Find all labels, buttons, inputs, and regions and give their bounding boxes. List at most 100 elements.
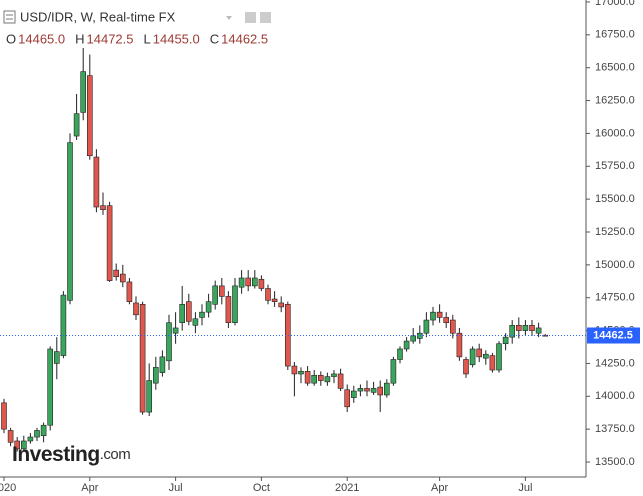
candle-body — [139, 303, 146, 413]
candle-body — [331, 373, 337, 377]
ohlc-label: H — [75, 31, 84, 46]
candle-body — [60, 294, 67, 356]
candle-body — [304, 371, 311, 384]
menu-icon[interactable] — [3, 10, 16, 24]
candle-body — [370, 388, 377, 393]
candle-body — [126, 281, 133, 302]
symbol-title: USD/IDR, W, Real-time FX — [20, 9, 176, 24]
candle-body — [423, 319, 430, 334]
candle-body — [80, 71, 86, 113]
x-tick-label: Jul — [518, 482, 532, 494]
candle-body — [258, 279, 265, 289]
candle-body — [350, 390, 357, 398]
candle-body — [278, 302, 285, 308]
candle-body — [515, 325, 522, 331]
candle-body — [40, 424, 47, 437]
candle-body — [120, 273, 126, 283]
candle-body — [7, 430, 14, 443]
y-tick-label: 13500.0 — [595, 456, 635, 468]
candle-body — [238, 277, 245, 288]
x-tick-label: 2020 — [0, 482, 16, 494]
dropdown-arrow[interactable] — [226, 16, 232, 20]
candle-body — [509, 325, 516, 338]
candle-body — [298, 371, 304, 375]
candle-body — [73, 113, 80, 137]
candle-body — [489, 355, 496, 371]
candle-body — [463, 359, 469, 375]
y-tick-label: 15000.0 — [595, 259, 635, 271]
candle-body — [146, 380, 152, 413]
candle-body — [225, 296, 232, 323]
candle-body — [311, 374, 318, 384]
candle-body — [529, 325, 535, 331]
candle-body — [14, 440, 20, 450]
ohlc-row: O 14465.0 H 14472.5 L 14455.0 C 14462.5 — [6, 31, 268, 46]
y-tick-label: 16000.0 — [595, 127, 635, 139]
ohlc-label: O — [6, 31, 16, 46]
watermark-brand: Investing — [12, 443, 100, 466]
watermark: Investing.com — [12, 443, 130, 466]
y-tick-label: 14000.0 — [595, 390, 635, 402]
candle-body — [47, 348, 54, 426]
candle-body — [159, 356, 166, 373]
candle-body — [179, 303, 185, 323]
candle-body — [482, 353, 489, 359]
x-tick-label: Apr — [431, 482, 448, 494]
candle-body — [34, 430, 40, 438]
plot-area — [1, 47, 549, 452]
candle-body — [430, 311, 436, 321]
ohlc-label: C — [210, 31, 219, 46]
candle-body — [522, 325, 529, 331]
candle-body — [377, 386, 384, 396]
y-tick-label: 14750.0 — [595, 292, 635, 304]
candle-body — [502, 336, 509, 345]
ohlc-value: 14465.0 — [18, 31, 65, 46]
last-price-box — [587, 327, 640, 344]
y-tick-label: 14250.0 — [595, 357, 635, 369]
candle-body — [291, 365, 298, 375]
y-tick-label: 15750.0 — [595, 160, 635, 172]
candle-body — [232, 285, 238, 323]
candle-body — [153, 367, 159, 384]
candle-body — [357, 388, 364, 392]
y-tick-label: 15500.0 — [595, 193, 635, 205]
candle-body — [542, 334, 549, 337]
candle-body — [199, 311, 205, 318]
candle-body — [403, 340, 410, 350]
y-tick-label: 13750.0 — [595, 423, 635, 435]
settings-icon[interactable] — [245, 12, 256, 23]
gear-icon[interactable] — [260, 12, 271, 23]
candle-body — [476, 348, 483, 358]
ohlc-value: 14462.5 — [221, 31, 268, 46]
y-tick-label: 16500.0 — [595, 62, 635, 74]
candle-body — [416, 332, 423, 339]
candle-body — [535, 327, 542, 334]
candle-body — [205, 301, 212, 313]
candle-body — [245, 277, 251, 287]
y-tick-label: 17000.0 — [595, 0, 635, 8]
candle-body — [192, 318, 199, 326]
candle-body — [443, 317, 450, 323]
candle-body — [284, 303, 291, 367]
candle-body — [469, 348, 476, 366]
ohlc-value: 14455.0 — [153, 31, 200, 46]
candle-body — [337, 373, 344, 389]
y-tick-label: 16250.0 — [595, 94, 635, 106]
candle-body — [20, 440, 27, 450]
x-tick-label: Jul — [169, 482, 183, 494]
candle-body — [67, 142, 73, 301]
candle-body — [27, 436, 34, 442]
ohlc-label: L — [144, 31, 151, 46]
candle-body — [100, 205, 106, 210]
watermark-suffix: .com — [100, 446, 131, 463]
candle-body — [324, 376, 331, 383]
candle-body — [397, 348, 403, 360]
candle-body — [53, 351, 60, 364]
x-tick-label: Oct — [253, 482, 270, 494]
x-tick-label: 2021 — [335, 482, 359, 494]
last-price-label: 14462.5 — [593, 329, 633, 341]
candle-body — [133, 302, 139, 316]
candle-body — [1, 402, 7, 430]
